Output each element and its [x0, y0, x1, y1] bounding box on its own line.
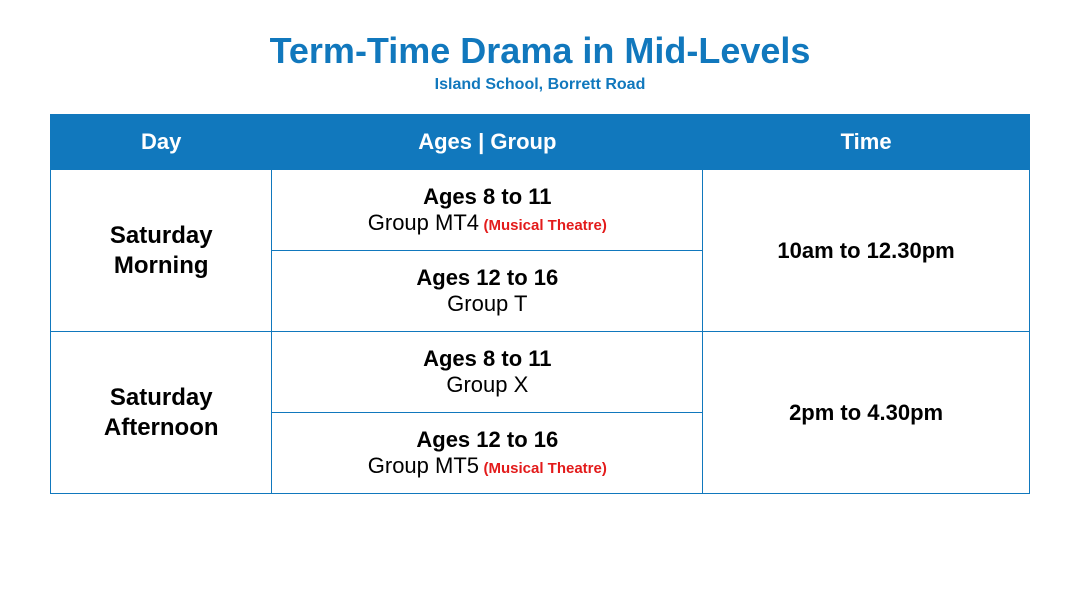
page-title: Term-Time Drama in Mid-Levels	[50, 30, 1030, 72]
day-cell: Saturday Morning	[51, 170, 272, 332]
page-subtitle: Island School, Borrett Road	[50, 76, 1030, 94]
group-cell: Ages 12 to 16 Group T	[272, 251, 703, 332]
group-cell: Ages 12 to 16 Group MT5 (Musical Theatre…	[272, 413, 703, 494]
group-name: Group MT5	[368, 453, 479, 478]
group-name: Group T	[447, 291, 527, 316]
day-line2: Morning	[114, 252, 209, 279]
table-row: Saturday Morning Ages 8 to 11 Group MT4 …	[51, 170, 1030, 251]
age-range: Ages 12 to 16	[280, 265, 694, 291]
age-range: Ages 8 to 11	[280, 184, 694, 210]
day-line1: Saturday	[110, 384, 213, 411]
day-cell: Saturday Afternoon	[51, 332, 272, 494]
age-range: Ages 8 to 11	[280, 346, 694, 372]
group-name: Group X	[446, 372, 528, 397]
day-line1: Saturday	[110, 222, 213, 249]
table-row: Saturday Afternoon Ages 8 to 11 Group X …	[51, 332, 1030, 413]
age-range: Ages 12 to 16	[280, 427, 694, 453]
group-note: (Musical Theatre)	[483, 460, 606, 477]
schedule-table: Day Ages | Group Time Saturday Morning A…	[50, 114, 1030, 494]
col-ages-group: Ages | Group	[272, 115, 703, 170]
group-name: Group MT4	[368, 210, 479, 235]
day-line2: Afternoon	[104, 414, 219, 441]
time-cell: 2pm to 4.30pm	[703, 332, 1030, 494]
group-cell: Ages 8 to 11 Group MT4 (Musical Theatre)	[272, 170, 703, 251]
time-cell: 10am to 12.30pm	[703, 170, 1030, 332]
col-day: Day	[51, 115, 272, 170]
group-note: (Musical Theatre)	[483, 217, 606, 234]
group-cell: Ages 8 to 11 Group X	[272, 332, 703, 413]
col-time: Time	[703, 115, 1030, 170]
